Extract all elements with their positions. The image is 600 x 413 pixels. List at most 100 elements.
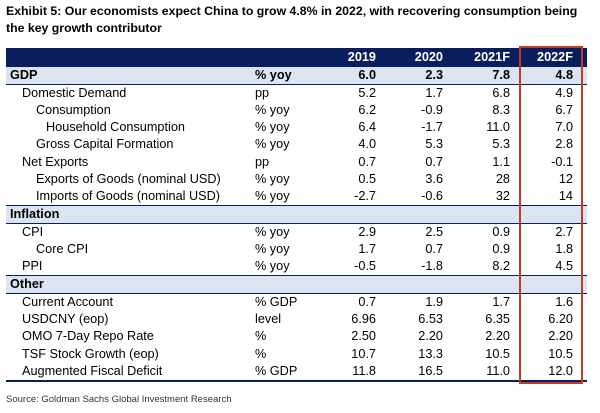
row-unit: % yoy [255, 137, 290, 152]
cell-2019: 10.7 [351, 346, 376, 361]
table-row: Exports of Goods (nominal USD) % yoy 0.5… [6, 171, 587, 188]
cell-2021f: 11.0 [453, 362, 520, 382]
section-label: Other [6, 275, 252, 295]
cell-2022f: 4.8 [520, 65, 587, 86]
cell-2020: 5.3 [425, 137, 443, 152]
cell-2020: 1.7 [425, 86, 443, 101]
row-unit: % [255, 329, 267, 344]
cell-2020: 2.3 [386, 65, 453, 86]
section-row: Other [6, 275, 587, 295]
cell-2022f: 2.20 [548, 329, 573, 344]
cell-2020: 6.53 [418, 312, 443, 327]
cell-2020: 2.5 [425, 224, 443, 239]
row-label: PPI [22, 259, 43, 274]
cell-2022f: 1.8 [555, 241, 573, 256]
cell-2021f: 6.35 [485, 312, 510, 327]
header-2021f: 2021F [453, 48, 520, 67]
cell-2020: -0.9 [421, 103, 443, 118]
table-row: Net Exports pp 0.7 0.7 1.1 -0.1 [6, 153, 587, 170]
row-label: Imports of Goods (nominal USD) [36, 188, 221, 203]
cell-2019: -2.7 [354, 188, 376, 203]
row-unit: level [255, 312, 282, 327]
header-label [6, 48, 252, 67]
table-row: Domestic Demand pp 5.2 1.7 6.8 4.9 [6, 85, 587, 103]
cell-2019: 0.7 [358, 154, 376, 169]
table-row: OMO 7-Day Repo Rate % 2.50 2.20 2.20 2.2… [6, 328, 587, 345]
table-row: PPI % yoy -0.5 -1.8 8.2 4.5 [6, 258, 587, 276]
cell-2020: -1.7 [421, 120, 443, 135]
row-label: Net Exports [22, 154, 89, 169]
table-row: Household Consumption % yoy 6.4 -1.7 11.… [6, 119, 587, 136]
cell-2021f: 28 [495, 171, 510, 186]
row-label: Gross Capital Formation [36, 137, 174, 152]
cell-2021f: 10.5 [485, 346, 510, 361]
header-2020: 2020 [386, 48, 453, 67]
cell-2021f: 32 [495, 188, 510, 203]
cell-2021f: 6.8 [492, 86, 510, 101]
cell-2022f: 6.7 [555, 103, 573, 118]
row-unit: % GDP [255, 295, 298, 310]
cell-2019: 4.0 [358, 137, 376, 152]
cell-2021f: 0.9 [492, 241, 510, 256]
row-label: GDP [6, 65, 252, 86]
row-label: Augmented Fiscal Deficit [6, 362, 252, 382]
row-unit: % yoy [255, 259, 290, 274]
cell-2022f: 2.7 [555, 224, 573, 239]
row-unit: % yoy [252, 65, 319, 86]
cell-2021f: 0.9 [492, 224, 510, 239]
row-unit: % yoy [255, 241, 290, 256]
cell-2019: -0.5 [354, 259, 376, 274]
table-row: USDCNY (eop) level 6.96 6.53 6.35 6.20 [6, 311, 587, 328]
cell-2019: 11.8 [319, 362, 386, 382]
cell-2022f: 4.5 [555, 259, 573, 274]
cell-2020: 1.9 [425, 295, 443, 310]
header-row: 2019 2020 2021F 2022F [6, 48, 587, 67]
row-unit: % yoy [255, 224, 290, 239]
table-row: Imports of Goods (nominal USD) % yoy -2.… [6, 188, 587, 206]
cell-2021f: 11.0 [486, 120, 510, 135]
cell-2019: 6.0 [319, 65, 386, 86]
section-row: Inflation [6, 204, 587, 224]
cell-2021f: 8.2 [492, 259, 510, 274]
cell-2022f: 10.5 [548, 346, 573, 361]
cell-2019: 6.2 [358, 103, 376, 118]
cell-2022f: 12 [558, 171, 573, 186]
row-label: USDCNY (eop) [22, 312, 109, 327]
cell-2019: 2.9 [358, 224, 376, 239]
table-row: Consumption % yoy 6.2 -0.9 8.3 6.7 [6, 102, 587, 119]
header-2022f: 2022F [520, 48, 587, 67]
cell-2019: 6.96 [351, 312, 376, 327]
source-note: Source: Goldman Sachs Global Investment … [6, 394, 232, 405]
cell-2022f: 7.0 [555, 120, 573, 135]
forecast-table: 2019 2020 2021F 2022F GDP % yoy 6.0 2.3 … [6, 48, 587, 382]
cell-2020: 13.3 [418, 346, 443, 361]
row-unit: % yoy [255, 171, 290, 186]
row-label: CPI [22, 224, 44, 239]
row-label: Exports of Goods (nominal USD) [36, 171, 221, 186]
cell-2022f: -0.1 [551, 154, 573, 169]
cell-2019: 0.7 [358, 295, 376, 310]
row-unit: pp [255, 86, 270, 101]
table-row: Current Account % GDP 0.7 1.9 1.7 1.6 [6, 294, 587, 312]
row-unit: % [255, 346, 267, 361]
row-unit: pp [255, 154, 270, 169]
row-label: TSF Stock Growth (eop) [22, 346, 159, 361]
row-label: Core CPI [36, 241, 89, 256]
cell-2019: 2.50 [351, 329, 376, 344]
cell-2022f: 12.0 [520, 362, 587, 382]
cell-2020: 0.7 [425, 154, 443, 169]
cell-2022f: 1.6 [555, 295, 573, 310]
cell-2019: 5.2 [358, 86, 376, 101]
cell-2020: 16.5 [386, 362, 453, 382]
header-2019: 2019 [319, 48, 386, 67]
cell-2020: -1.8 [421, 259, 443, 274]
cell-2021f: 7.8 [453, 65, 520, 86]
table-row: Gross Capital Formation % yoy 4.0 5.3 5.… [6, 136, 587, 153]
cell-2021f: 1.1 [492, 154, 510, 169]
exhibit-title: Exhibit 5: Our economists expect China t… [6, 4, 578, 35]
cell-2022f: 14 [558, 188, 573, 203]
table-row: Augmented Fiscal Deficit % GDP 11.8 16.5… [6, 362, 587, 382]
cell-2019: 0.5 [358, 171, 376, 186]
cell-2020: 3.6 [425, 171, 443, 186]
cell-2020: -0.6 [421, 188, 443, 203]
